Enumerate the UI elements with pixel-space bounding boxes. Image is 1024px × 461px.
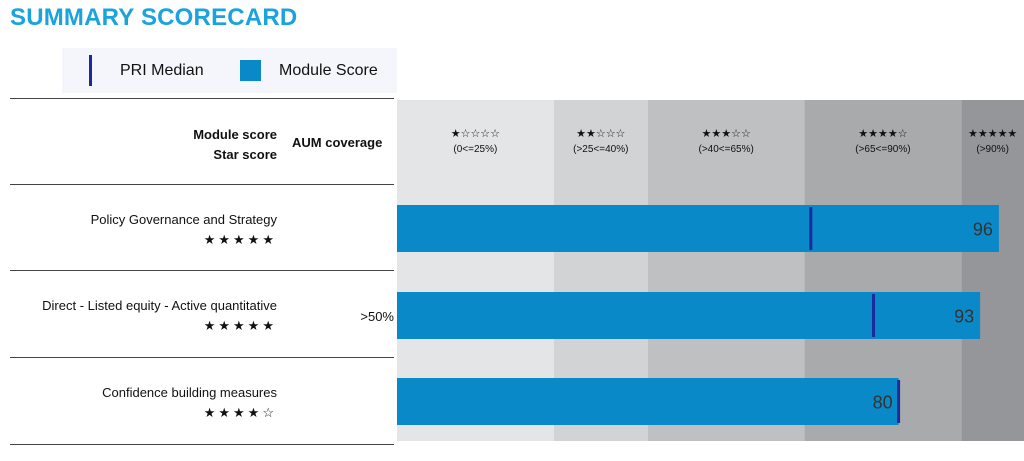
- band-range-label: (0<=25%): [453, 144, 497, 155]
- header-score-labels: Module score Star score: [193, 125, 277, 165]
- legend-median-marker: [89, 55, 92, 86]
- band-range-label: (>25<=40%): [573, 144, 628, 155]
- row-star-score: ★★★★★: [203, 318, 277, 333]
- module-score-bar: [397, 292, 981, 339]
- pri-median-marker: [809, 207, 813, 250]
- legend: PRI Median Module Score: [62, 48, 397, 93]
- row-label: Direct - Listed equity - Active quantita…: [42, 298, 277, 313]
- module-score-bar: [397, 378, 899, 425]
- band-star-label: ★☆☆☆☆: [451, 127, 500, 140]
- row-star-score: ★★★★☆: [203, 405, 277, 420]
- score-value-label: 80: [873, 393, 893, 413]
- band-range-label: (>90%): [976, 144, 1009, 155]
- band-star-label: ★★★★★: [968, 127, 1017, 140]
- module-score-bar: [397, 205, 999, 252]
- band-star-label: ★★☆☆☆: [576, 127, 625, 140]
- band-star-label: ★★★☆☆: [702, 127, 751, 140]
- score-value-label: 96: [973, 220, 993, 240]
- legend-median-label: PRI Median: [120, 62, 204, 79]
- header-aum-coverage: AUM coverage: [292, 135, 383, 150]
- header-module-score: Module score: [193, 127, 277, 142]
- row-divider: [10, 270, 394, 271]
- star-band: [961, 100, 1024, 441]
- pri-median-marker: [872, 294, 876, 337]
- header-star-score: Star score: [213, 147, 277, 162]
- page-title: SUMMARY SCORECARD: [10, 4, 298, 31]
- row-star-score: ★★★★★: [203, 232, 277, 247]
- band-range-label: (>65<=90%): [855, 144, 910, 155]
- row-aum-coverage: >50%: [360, 309, 394, 324]
- row-divider: [10, 98, 394, 99]
- legend-score-label: Module Score: [279, 62, 378, 79]
- pri-median-marker: [897, 380, 901, 423]
- row-divider: [10, 184, 394, 185]
- row-label: Policy Governance and Strategy: [90, 212, 277, 227]
- score-value-label: 93: [954, 307, 974, 327]
- row-label: Confidence building measures: [102, 385, 277, 400]
- row-divider: [10, 444, 394, 445]
- legend-score-swatch: [240, 60, 261, 81]
- row-divider: [10, 357, 394, 358]
- band-star-label: ★★★★☆: [858, 127, 907, 140]
- band-range-label: (>40<=65%): [699, 144, 754, 155]
